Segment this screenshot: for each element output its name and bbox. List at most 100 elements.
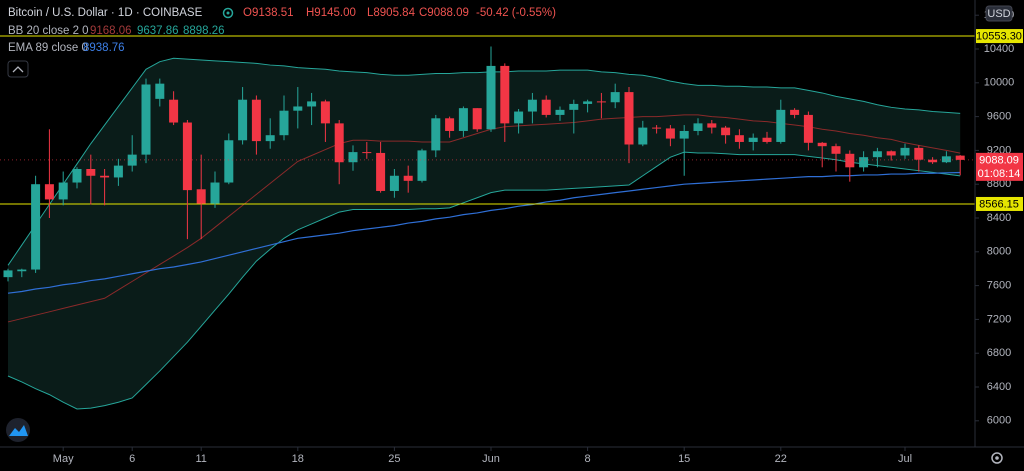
- x-tick-label: 8: [585, 453, 591, 465]
- ohlc-change: -50.42 (-0.55%): [476, 7, 556, 19]
- candle-body: [555, 109, 565, 115]
- candle-body: [362, 152, 372, 154]
- candle-body: [900, 147, 910, 156]
- candle-body: [293, 106, 303, 111]
- eye-icon[interactable]: [222, 7, 234, 19]
- y-tick-label: 9600: [987, 111, 1011, 123]
- candle-body: [500, 65, 510, 124]
- candle-body: [776, 109, 786, 142]
- candle-body: [748, 137, 758, 142]
- countdown-label: 01:08:14: [978, 168, 1021, 180]
- candle-body: [403, 175, 413, 181]
- candle-body: [44, 184, 54, 200]
- candle-body: [100, 175, 110, 178]
- x-tick-label: 6: [129, 453, 135, 465]
- bollinger-fill: [8, 58, 961, 409]
- symbol-title: Bitcoin / U.S. Dollar · 1D · COINBASE: [8, 7, 203, 19]
- candle-body: [141, 84, 151, 155]
- eye-icon-dot: [226, 11, 230, 15]
- candle-body: [210, 182, 220, 204]
- logo-circle: [6, 418, 30, 442]
- candle-body: [265, 135, 275, 142]
- candle-body: [320, 101, 330, 124]
- candle-body: [955, 155, 965, 160]
- bollinger-upper: [7, 57, 961, 266]
- collapse-button[interactable]: [7, 60, 29, 78]
- candle-body: [31, 184, 41, 270]
- candle-body: [431, 118, 441, 151]
- bb-middle-value: 9168.06: [90, 25, 132, 37]
- bb-lower-value: 8898.26: [183, 25, 225, 37]
- ohlc-close: C9088.09: [419, 7, 469, 19]
- candle-body: [376, 152, 386, 191]
- candle-body: [417, 150, 427, 181]
- candle-body: [679, 130, 689, 139]
- y-tick-label: 8400: [987, 212, 1011, 224]
- candle-body: [389, 175, 399, 191]
- candle-body: [638, 127, 648, 145]
- bollinger-middle: [7, 114, 961, 323]
- candle-body: [596, 101, 606, 103]
- settings-gear[interactable]: [991, 452, 1003, 464]
- gear-ring: [991, 452, 1003, 464]
- gear-hub: [995, 456, 999, 460]
- candle-body: [334, 123, 344, 163]
- x-tick-label: 15: [678, 453, 690, 465]
- candle-body: [914, 147, 924, 160]
- candle-body: [610, 92, 620, 103]
- x-tick-label: 25: [388, 453, 400, 465]
- ema-label: EMA 89 close 0: [8, 42, 88, 54]
- candle-body: [790, 109, 800, 115]
- hline-label: 10553.30: [976, 30, 1022, 42]
- candle-body: [527, 99, 537, 112]
- candle-body: [734, 135, 744, 142]
- candle-body: [583, 101, 593, 104]
- candle-body: [624, 92, 634, 145]
- ema-line: [7, 171, 961, 294]
- candle-body: [182, 122, 192, 191]
- candle-body: [721, 127, 731, 136]
- y-tick-label: 10000: [984, 77, 1015, 89]
- candle-body: [3, 270, 13, 278]
- logo-mark: [9, 425, 28, 436]
- collapse-icon: [12, 66, 24, 73]
- candle-body: [486, 65, 496, 130]
- last-price-label: 9088.09: [979, 154, 1019, 166]
- y-tick-label: 8800: [987, 178, 1011, 190]
- candle-body: [86, 168, 96, 176]
- y-tick-label: 10400: [984, 43, 1015, 55]
- candle-body: [348, 152, 358, 163]
- candle-body: [569, 103, 579, 110]
- candle-body: [279, 110, 289, 136]
- candle-body: [652, 127, 662, 129]
- y-tick-label: 8000: [987, 246, 1011, 258]
- candle-body: [845, 153, 855, 168]
- ohlc-low: L8905.84: [367, 7, 416, 19]
- candle-body: [693, 123, 703, 131]
- candle-body: [541, 99, 551, 115]
- candle-body: [251, 99, 261, 142]
- candle-body: [113, 165, 123, 178]
- x-tick-label: May: [53, 453, 74, 465]
- x-tick-label: 11: [195, 453, 206, 465]
- candle-body: [817, 142, 827, 147]
- candle-body: [472, 108, 482, 130]
- candle-body: [196, 189, 206, 204]
- hline-label-box: [976, 196, 1023, 211]
- x-tick-label: Jul: [898, 453, 912, 465]
- bollinger-lower: [7, 151, 961, 410]
- bb-upper-value: 9637.86: [137, 25, 179, 37]
- candle-body: [458, 108, 468, 131]
- currency-badge[interactable]: [985, 5, 1013, 22]
- hline-label-box: [976, 29, 1023, 44]
- candle-body: [941, 156, 951, 163]
- candle-body: [665, 128, 675, 139]
- y-tick-label: 6800: [987, 347, 1011, 359]
- candle-body: [17, 269, 27, 272]
- candle-body: [307, 101, 317, 107]
- tradingview-logo[interactable]: [6, 418, 30, 442]
- candle-body: [155, 83, 165, 99]
- y-tick-label: 6000: [987, 415, 1011, 427]
